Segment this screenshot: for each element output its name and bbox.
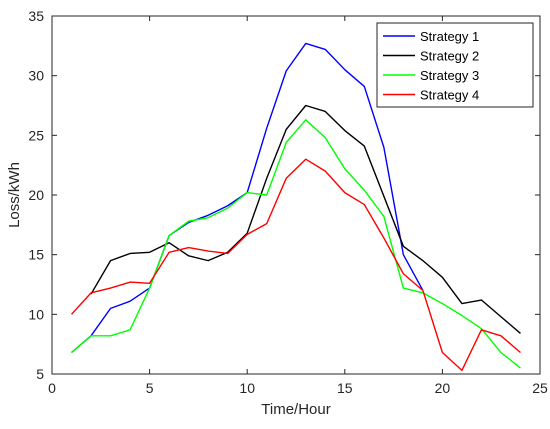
y-tick-label: 5 (36, 366, 44, 382)
y-tick-label: 10 (28, 306, 44, 322)
y-tick-label: 30 (28, 68, 44, 84)
legend-label-strategy-1: Strategy 1 (420, 29, 479, 44)
x-axis-label: Time/Hour (261, 401, 330, 418)
x-tick-label: 0 (48, 380, 56, 396)
y-axis-label: Loss/kWh (6, 162, 23, 228)
legend-label-strategy-3: Strategy 3 (420, 68, 479, 83)
y-tick-label: 20 (28, 187, 44, 203)
x-tick-label: 15 (337, 380, 353, 396)
series-line-strategy-3 (71, 119, 521, 369)
y-tick-label: 35 (28, 8, 44, 24)
x-tick-label: 25 (532, 380, 548, 396)
legend-box (376, 22, 534, 108)
series-line-strategy-4 (71, 158, 521, 372)
series-line-strategy-2 (90, 104, 521, 334)
x-tick-label: 10 (239, 380, 255, 396)
y-tick-label: 15 (28, 247, 44, 263)
series-layer (71, 42, 521, 372)
legend: Strategy 1 Strategy 2 Strategy 3 Strategy 4 (376, 22, 534, 108)
y-tick-label: 25 (28, 127, 44, 143)
x-tick-label: 20 (435, 380, 451, 396)
legend-label-strategy-2: Strategy 2 (420, 49, 479, 64)
x-tick-label: 5 (146, 380, 154, 396)
legend-label-strategy-4: Strategy 4 (420, 88, 479, 103)
